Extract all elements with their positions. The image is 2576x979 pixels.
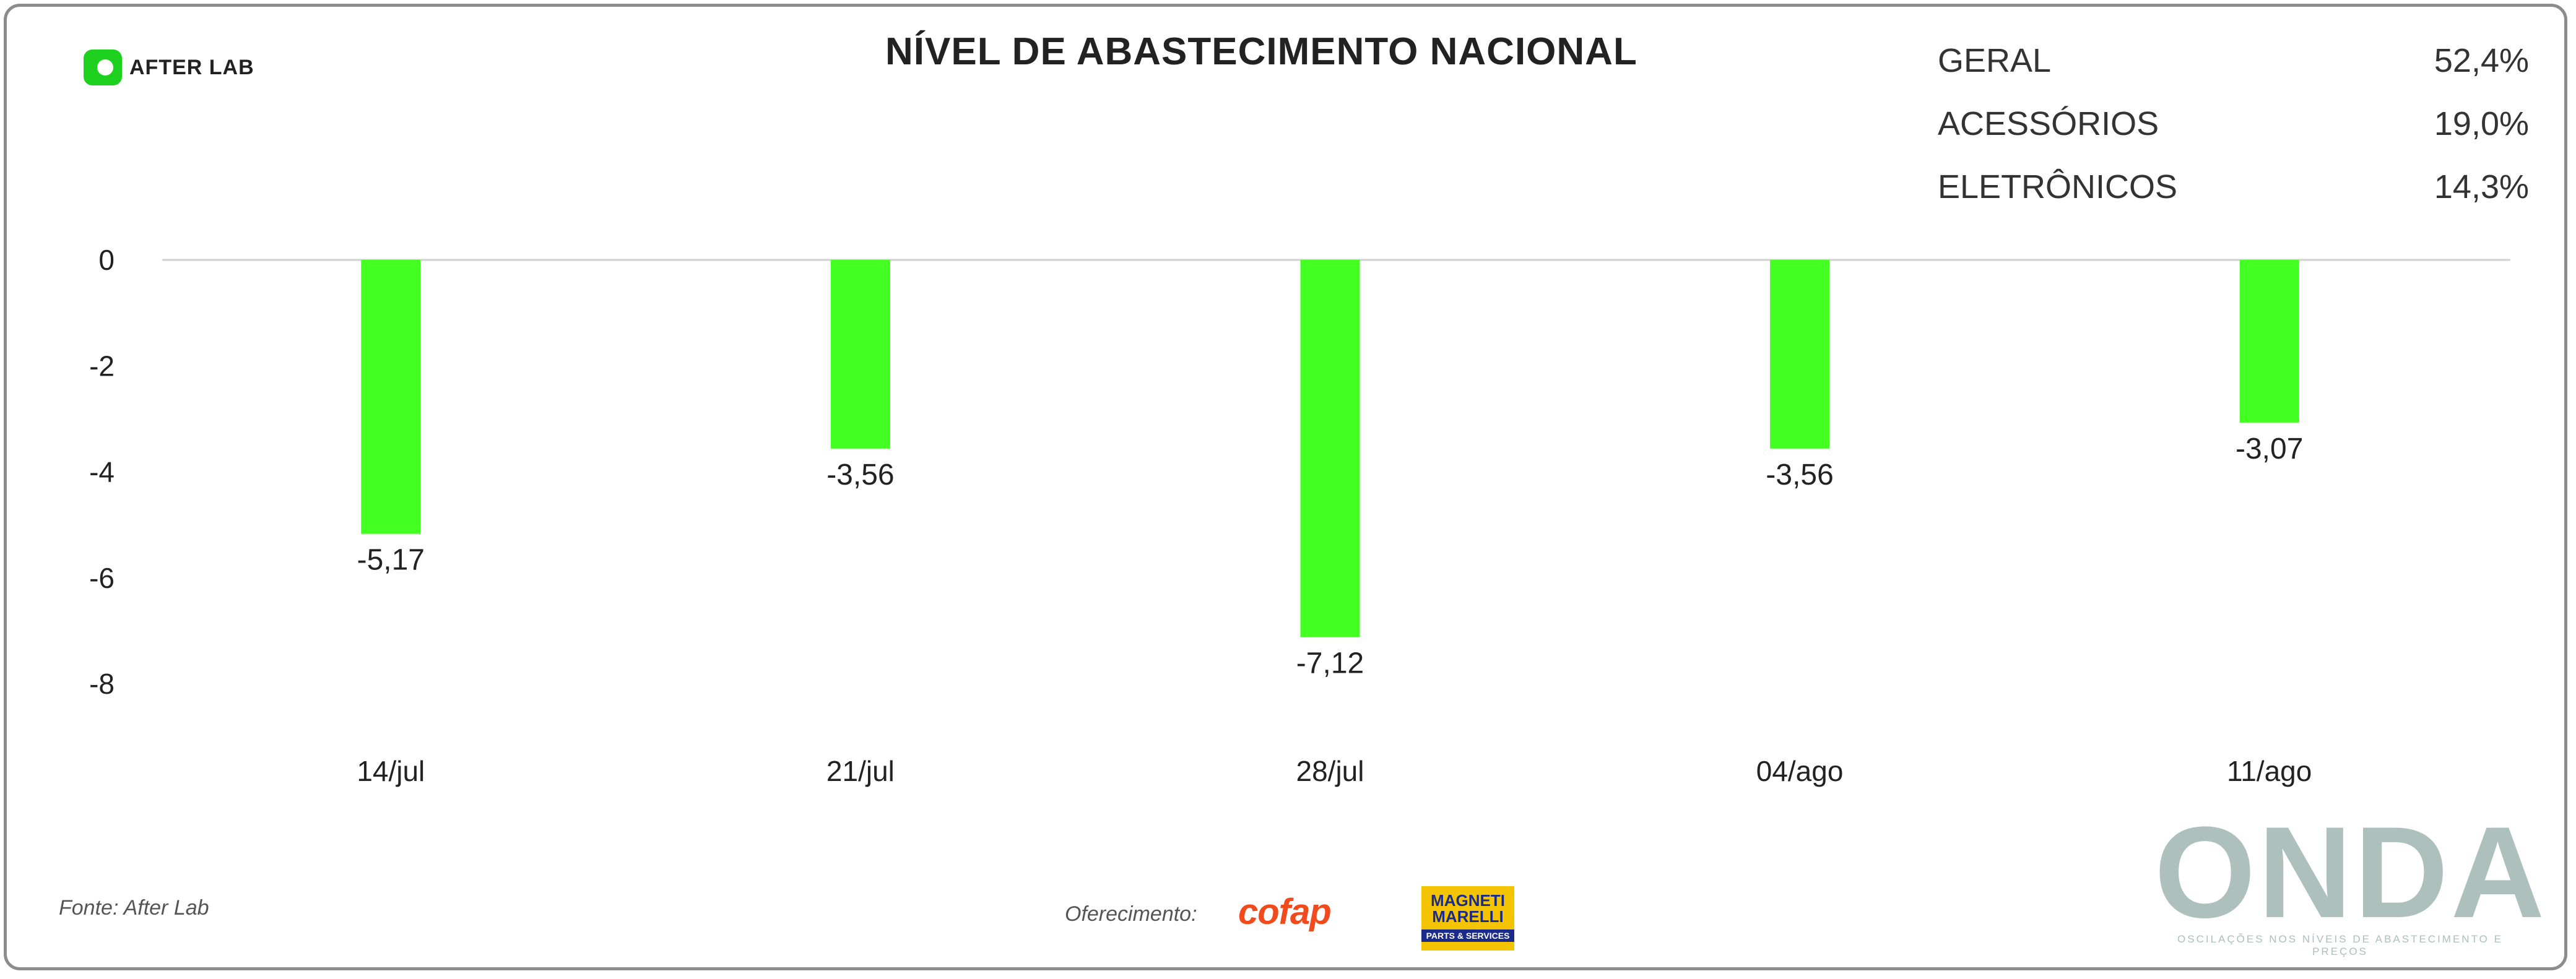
source-note: Fonte: After Lab [59,896,209,920]
bar-11-ago [2239,260,2299,423]
marelli-line1: MAGNETI [1431,891,1505,910]
summary-label: GERAL [1938,42,2052,79]
x-tick-label: 04/ago [1756,755,1844,787]
summary-label: ACESSÓRIOS [1938,105,2159,142]
summary-value: 19,0% [2434,105,2529,142]
chart-frame [4,4,2567,970]
y-tick-label: -8 [89,668,115,700]
y-tick-label: -6 [89,562,115,594]
data-labels: -5,17 -3,56 -7,12 -3,56 -3,07 [357,433,2304,680]
afterlab-logo: AFTER LAB [84,50,254,85]
bar-14-jul [361,260,421,534]
data-label: -3,56 [1766,459,1833,491]
data-label: -3,07 [2236,433,2303,465]
summary-row-geral: GERAL 52,4% [1938,37,2529,100]
sponsor-caption: Oferecimento: [1065,902,1197,926]
bar-28-jul [1300,260,1360,637]
data-label: -5,17 [357,544,425,577]
summary-row-acessorios: ACESSÓRIOS 19,0% [1938,100,2529,163]
summary-table: GERAL 52,4% ACESSÓRIOS 19,0% ELETRÔNICOS… [1938,37,2529,226]
summary-label: ELETRÔNICOS [1938,168,2178,205]
bar-04-ago [1770,260,1830,449]
bars [361,260,2299,637]
x-tick-label: 28/jul [1296,755,1364,787]
x-tick-label: 11/ago [2227,755,2312,787]
onda-wordmark: ONDA [2154,800,2548,945]
y-tick-label: 0 [98,244,115,276]
chart-title: NÍVEL DE ABASTECIMENTO NACIONAL [885,30,1637,73]
summary-row-eletronicos: ELETRÔNICOS 14,3% [1938,163,2529,226]
marelli-line2: MARELLI [1432,907,1504,926]
onda-tagline: OSCILAÇÕES NOS NÍVEIS DE ABASTECIMENTO E… [2177,933,2503,957]
marelli-line3: PARTS & SERVICES [1421,929,1514,942]
y-axis-ticks: 0 -2 -4 -6 -8 [89,244,115,700]
summary-value: 14,3% [2434,168,2529,205]
afterlab-logo-icon [84,50,122,85]
y-tick-label: -2 [89,350,115,382]
cofap-logo: cofap [1238,892,1332,932]
logo-text: AFTER LAB [129,55,254,79]
summary-value: 52,4% [2434,42,2529,79]
x-tick-label: 21/jul [826,755,895,787]
data-label: -3,56 [826,459,894,491]
x-axis-ticks: 14/jul 21/jul 28/jul 04/ago 11/ago [357,755,2312,787]
magneti-marelli-logo: MAGNETI MARELLI PARTS & SERVICES [1421,886,1514,951]
onda-brand: ONDA OSCILAÇÕES NOS NÍVEIS DE ABASTECIME… [2154,800,2548,958]
bar-21-jul [830,260,890,449]
data-label: -7,12 [1296,647,1364,680]
y-tick-label: -4 [89,456,115,488]
x-tick-label: 14/jul [357,755,425,787]
